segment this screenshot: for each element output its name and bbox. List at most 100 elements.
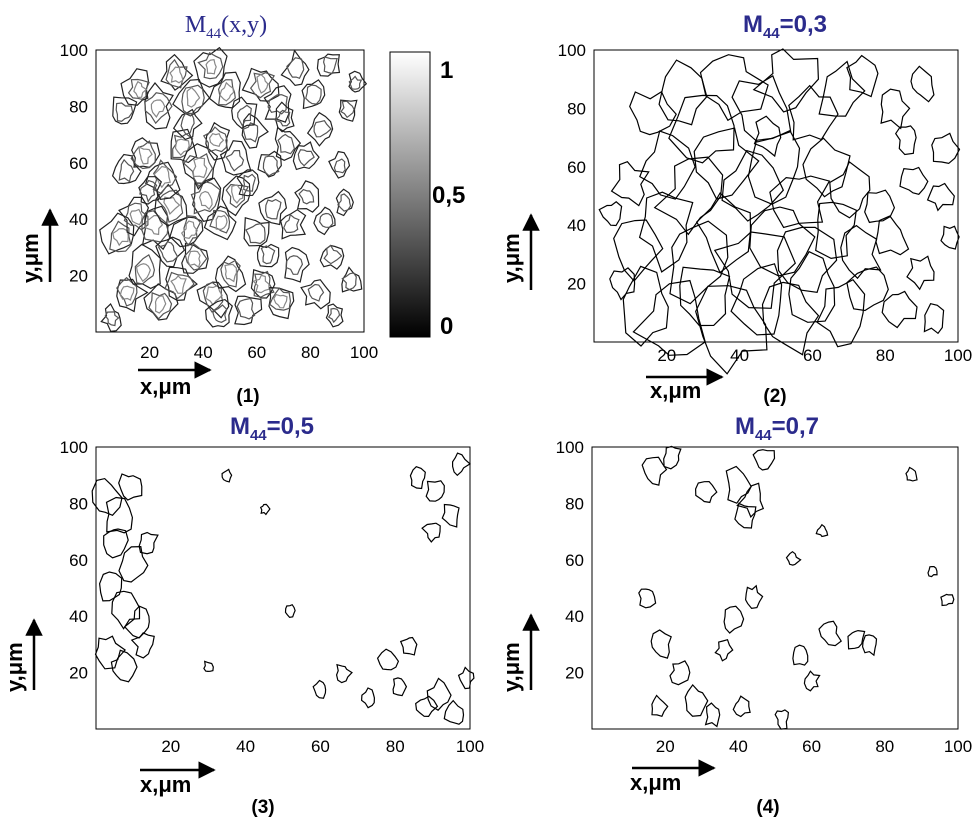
contour-line [313, 120, 332, 138]
contour-line [250, 269, 276, 299]
contour-line [694, 480, 718, 504]
contour-line [128, 243, 162, 290]
contour-line [257, 150, 282, 178]
contour-line [910, 65, 935, 103]
x-tick-label: 80 [301, 343, 320, 362]
contour-line [138, 145, 153, 165]
contour-line [693, 127, 760, 200]
contour-line [269, 287, 292, 311]
panel-2-plot-area [593, 49, 959, 343]
y-tick-label: 80 [69, 97, 88, 116]
contour-line [846, 54, 879, 98]
contour-line [875, 215, 910, 256]
contour-line [91, 477, 123, 517]
x-tick-label: 100 [350, 343, 378, 362]
contour-line [202, 126, 228, 153]
contour-line [653, 156, 724, 236]
contour-line [638, 191, 694, 273]
contour-line [205, 59, 217, 75]
contour-line [183, 153, 214, 188]
contour-line [297, 149, 315, 167]
contour-line [306, 111, 334, 147]
contour-line [906, 255, 935, 291]
contour-line [127, 78, 150, 100]
x-tick-label: 20 [161, 737, 180, 756]
contour-line [679, 266, 731, 327]
contour-line [237, 104, 252, 127]
contour-line [641, 456, 668, 486]
contour-line [307, 283, 325, 302]
contour-line [940, 593, 955, 607]
contour-line [231, 184, 244, 204]
contour-line [275, 101, 295, 133]
x-tick-label: 20 [656, 737, 675, 756]
contour-line [846, 266, 889, 312]
x-tick-label: 100 [944, 737, 972, 756]
contour-line [118, 545, 149, 583]
contour-line [105, 496, 134, 534]
contour-line [328, 150, 351, 179]
contour-line [785, 550, 802, 566]
panel-2-x-axis-name: x,μm [646, 368, 724, 403]
y-tick-label: 60 [567, 158, 586, 177]
contour-line [241, 113, 269, 149]
contour-line [610, 160, 650, 207]
contour-line [341, 272, 357, 291]
contour-line [426, 677, 452, 711]
contour-line [788, 84, 839, 141]
panel-3-x-ticks: 20 40 60 80 100 [161, 737, 484, 756]
contour-line [130, 140, 156, 170]
contour-line [298, 188, 315, 205]
svg-text:x,μm: x,μm [140, 772, 191, 797]
contour-line [141, 205, 171, 251]
contour-line [749, 206, 816, 277]
svg-text:y,μm: y,μm [2, 642, 27, 692]
contour-line [170, 128, 198, 164]
contour-line [111, 590, 141, 630]
x-tick-label: 60 [247, 343, 266, 362]
contour-line [212, 304, 228, 323]
contour-line [234, 295, 263, 326]
contour-line [264, 198, 282, 220]
contour-line [119, 285, 135, 301]
contour-line [632, 279, 706, 356]
colorbar-label-min: 0 [440, 313, 453, 340]
contour-line [723, 605, 745, 634]
contour-line [840, 224, 882, 280]
contour-line [224, 263, 238, 283]
x-tick-label: 80 [386, 737, 405, 756]
x-tick-label: 60 [803, 346, 822, 365]
panel-3-contours [91, 452, 475, 725]
contour-line [154, 295, 167, 314]
contour-line [629, 90, 677, 136]
contour-line [165, 58, 188, 89]
contour-line [899, 166, 929, 195]
contour-line [285, 255, 304, 275]
contour-line [323, 244, 343, 265]
contour-line [123, 202, 149, 231]
contour-line [118, 196, 150, 237]
contour-line [174, 138, 190, 156]
contour-line [163, 196, 181, 215]
contour-line [134, 254, 156, 285]
contour-line [940, 225, 960, 250]
contour-line [115, 102, 134, 122]
contour-line [231, 96, 258, 130]
contour-line [150, 99, 166, 118]
contour-line [761, 281, 820, 356]
contour-line [669, 660, 691, 686]
contour-line [864, 189, 896, 224]
y-tick-label: 100 [60, 41, 88, 60]
panel-3-plot-area [95, 446, 471, 730]
contour-line [360, 687, 376, 709]
contour-line [263, 85, 292, 123]
contour-line [259, 503, 271, 516]
contour-line [704, 702, 721, 728]
contour-line [747, 129, 801, 205]
panel-4-y-ticks: 20 40 60 80 100 [556, 438, 584, 683]
contour-line [753, 115, 782, 158]
contour-line [180, 112, 195, 135]
contour-line [815, 523, 829, 538]
contour-line [598, 201, 623, 227]
contour-line [319, 244, 345, 270]
